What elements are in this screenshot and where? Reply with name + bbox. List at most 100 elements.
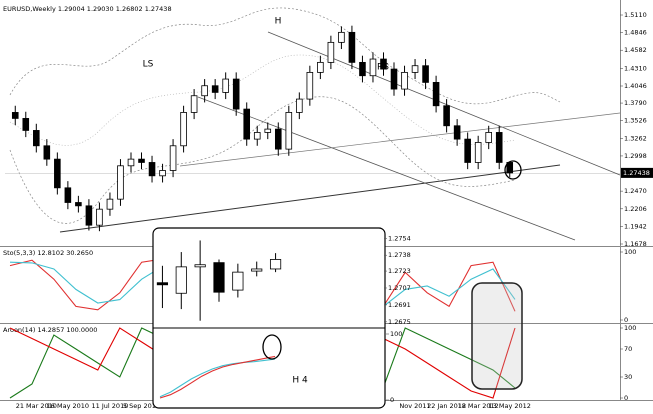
y-tick-label: 100 bbox=[624, 248, 636, 256]
y-tick-label: 1.1678 bbox=[624, 240, 647, 248]
candle-body bbox=[75, 202, 82, 207]
candle-body bbox=[369, 58, 377, 77]
x-tick-label: 16 May 2010 bbox=[47, 402, 89, 410]
candle-body bbox=[43, 145, 51, 160]
candle-body bbox=[117, 165, 124, 200]
candle-body bbox=[33, 130, 40, 147]
candle-body bbox=[156, 282, 169, 286]
y-tick-label: 1.1942 bbox=[624, 222, 647, 230]
candle-body bbox=[222, 78, 229, 93]
y-tick-label: 1.2707 bbox=[388, 284, 411, 292]
highlight-box bbox=[471, 282, 523, 390]
candle-body bbox=[485, 132, 492, 143]
y-tick-label: 1.2675 bbox=[388, 318, 411, 326]
candle-body bbox=[401, 71, 408, 90]
candle-body bbox=[243, 108, 251, 140]
y-tick-label: 1.4846 bbox=[624, 29, 647, 37]
candle-body bbox=[148, 162, 156, 177]
current-price-label: 1.27438 bbox=[623, 169, 650, 177]
y-tick-label: 1.2998 bbox=[624, 152, 647, 160]
candle-body bbox=[190, 95, 198, 113]
indicator-line bbox=[159, 358, 276, 398]
candle-body bbox=[251, 268, 263, 272]
candle-body bbox=[54, 158, 61, 189]
candle-body bbox=[169, 145, 177, 171]
candle-body bbox=[348, 31, 356, 63]
candle-body bbox=[138, 158, 145, 163]
x-tick-label: 5 Sep 2010 bbox=[123, 402, 160, 410]
candle-body bbox=[194, 264, 206, 268]
y-tick-label: 0 bbox=[624, 316, 628, 324]
y-tick-label: 1.3526 bbox=[624, 117, 647, 125]
candle-body bbox=[232, 78, 240, 110]
candle-body bbox=[64, 187, 72, 203]
candle-body bbox=[274, 128, 282, 150]
candle-body bbox=[474, 142, 482, 163]
trend-line bbox=[179, 112, 621, 167]
y-tick-label: 1.4046 bbox=[624, 82, 647, 90]
candle-body bbox=[106, 198, 114, 210]
candle-body bbox=[317, 61, 324, 73]
y-tick-label: 1.3790 bbox=[624, 99, 647, 107]
y-tick-label: 1.4582 bbox=[624, 46, 647, 54]
y-tick-label: 100 bbox=[390, 330, 402, 338]
lower-band bbox=[9, 96, 516, 224]
candle-body bbox=[495, 132, 503, 163]
current-price-box bbox=[621, 167, 653, 178]
main-title: EURUSD,Weekly 1.29004 1.29030 1.26802 1.… bbox=[3, 5, 172, 13]
candle-body bbox=[380, 58, 387, 70]
candle-body bbox=[443, 105, 450, 127]
inset-panel bbox=[152, 227, 386, 409]
candle-body bbox=[213, 262, 225, 293]
timeframe-label: H 4 bbox=[292, 376, 308, 386]
candle-body bbox=[159, 170, 166, 177]
candle-body bbox=[11, 112, 19, 119]
candle-body bbox=[269, 259, 282, 270]
candle-body bbox=[201, 85, 208, 97]
candle-body bbox=[306, 71, 314, 100]
x-tick-label: Nov 2011 bbox=[399, 402, 430, 410]
pattern-label: H bbox=[275, 17, 282, 27]
y-tick-label: 1.2470 bbox=[624, 187, 647, 195]
candle-body bbox=[127, 158, 135, 167]
middle-band bbox=[9, 54, 516, 146]
y-tick-label: 1.2738 bbox=[388, 251, 411, 259]
y-tick-label: 1.2754 bbox=[388, 234, 411, 242]
y-tick-label: 0 bbox=[390, 396, 394, 404]
pattern-label: LS bbox=[143, 60, 154, 70]
candle-body bbox=[175, 266, 187, 294]
highlight-ellipse bbox=[262, 334, 282, 360]
upper-band bbox=[9, 7, 561, 105]
candle-body bbox=[232, 271, 244, 291]
candle-body bbox=[211, 85, 219, 93]
indicator-line bbox=[159, 355, 276, 399]
candle-body bbox=[390, 68, 398, 90]
y-tick-label: 1.4310 bbox=[624, 64, 647, 72]
channel-lower bbox=[197, 96, 576, 241]
y-tick-label: 30 bbox=[624, 373, 632, 381]
x-tick-label: 22 Jan 2012 bbox=[427, 402, 466, 410]
candle-body bbox=[506, 162, 514, 174]
x-tick-label: 18 Mar 2012 bbox=[458, 402, 499, 410]
y-tick-label: 1.2206 bbox=[624, 205, 647, 213]
candle-body bbox=[264, 128, 272, 133]
candle-body bbox=[432, 81, 440, 107]
candle-body bbox=[338, 31, 345, 43]
y-tick-label: 0 bbox=[624, 394, 628, 402]
candle-body bbox=[411, 65, 419, 73]
y-tick-label: 1.3262 bbox=[624, 134, 647, 142]
stochastic-title: Sto(5,3,3) 12.8102 30.2650 bbox=[3, 249, 93, 257]
candle-body bbox=[359, 61, 366, 77]
candle-body bbox=[464, 138, 471, 163]
candle-body bbox=[96, 208, 103, 226]
candle-body bbox=[85, 205, 93, 226]
neckline bbox=[59, 164, 561, 233]
candle-body bbox=[327, 41, 335, 63]
y-tick-label: 70 bbox=[624, 345, 632, 353]
pattern-label: RS bbox=[377, 63, 389, 73]
x-tick-label: 21 Mar 2010 bbox=[16, 402, 57, 410]
aroon-title: Aroon(14) 14.2857 100.0000 bbox=[3, 326, 97, 334]
candle-body bbox=[253, 132, 261, 140]
candle-body bbox=[422, 65, 429, 83]
